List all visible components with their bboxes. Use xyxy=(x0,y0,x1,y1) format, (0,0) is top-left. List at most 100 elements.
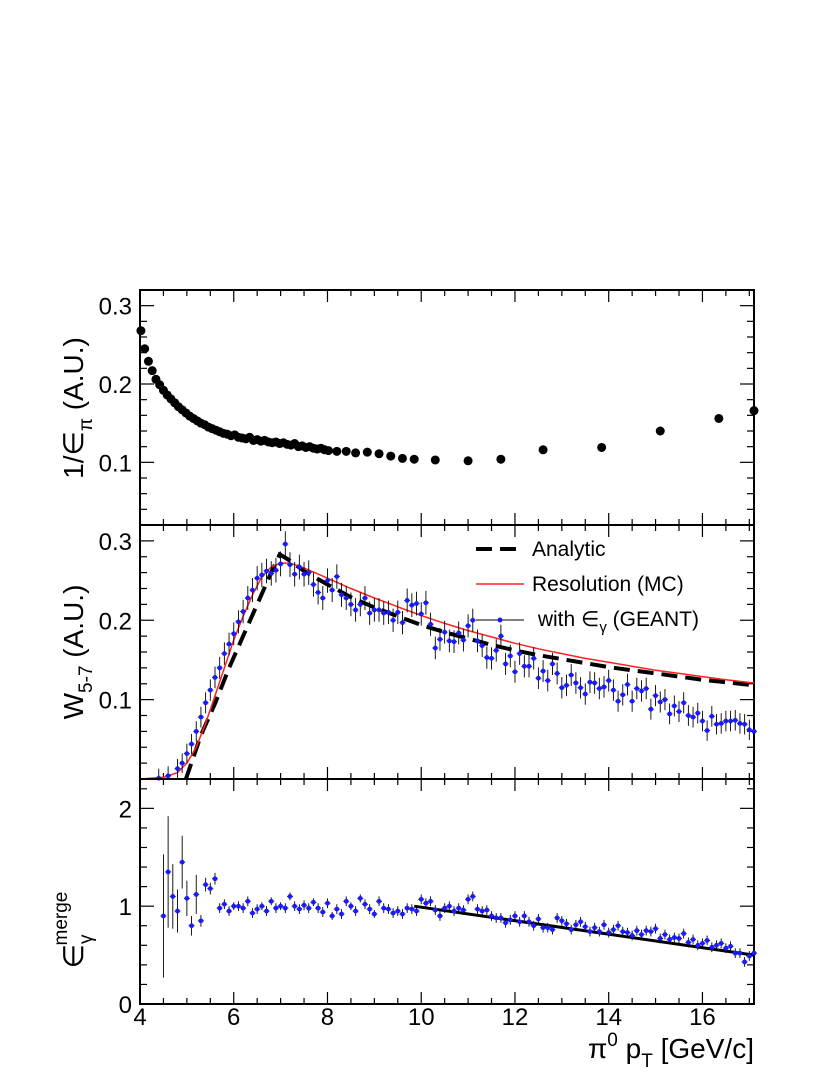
legend-geant-post: (GEANT) xyxy=(607,608,699,631)
bottom-ylabel-sub: γ xyxy=(76,934,97,944)
bottom-series-1-point xyxy=(465,896,471,902)
middle-series-2-point xyxy=(212,675,218,680)
middle-series-2-point xyxy=(700,718,705,724)
middle-series-2-point xyxy=(404,598,410,603)
x-axis-title: π0 pT [GeV/c] xyxy=(588,1030,754,1072)
middle-series-2-point xyxy=(545,678,551,683)
bottom-series-1-point xyxy=(386,906,391,912)
middle-series-1-line xyxy=(139,562,755,780)
middle-series-2-point xyxy=(550,661,555,667)
middle-series-2-point xyxy=(264,568,269,574)
bottom-series-1-point xyxy=(681,931,687,936)
bottom-series-1-point xyxy=(601,922,607,928)
middle-series-2-point xyxy=(512,669,518,675)
middle-series-2-point xyxy=(639,688,644,694)
bottom-series-1-point xyxy=(264,908,269,914)
bottom-y-tick-label: 2 xyxy=(119,796,132,823)
middle-series-2-point xyxy=(493,648,499,653)
middle-series-2-point xyxy=(325,578,330,583)
bottom-series-1-point xyxy=(742,959,748,965)
middle-series-2-point xyxy=(217,665,223,671)
middle-series-2-point xyxy=(578,685,583,691)
bottom-series-1-point xyxy=(596,929,602,935)
top-series-0-point xyxy=(749,406,759,416)
bottom-series-1-point xyxy=(226,908,232,914)
middle-series-2-point xyxy=(606,678,612,683)
middle-series-2-point xyxy=(376,607,382,613)
x-tick-label: 8 xyxy=(321,1004,334,1031)
middle-series-2-point xyxy=(320,595,326,601)
middle-series-2-point xyxy=(667,711,673,717)
middle-series-2-point xyxy=(381,610,387,616)
bottom-series-1-point xyxy=(512,913,518,919)
middle-series-2-point xyxy=(446,638,452,644)
bottom-series-1-point xyxy=(343,898,349,904)
bottom-series-1-point xyxy=(545,925,551,931)
middle-series-2-point xyxy=(226,641,232,647)
middle-series-2-point xyxy=(531,655,537,661)
bottom-series-0-line xyxy=(413,904,755,957)
xlabel-main: π xyxy=(588,1033,607,1064)
middle-series-2-point xyxy=(268,571,274,576)
bottom-series-1-point xyxy=(625,930,630,935)
bottom-series-1-point xyxy=(653,926,658,932)
middle-series-2-point xyxy=(728,718,733,724)
bottom-series-1-point xyxy=(587,929,593,935)
middle-series-2-point xyxy=(662,697,668,703)
bottom-series-1-point xyxy=(610,927,616,933)
top-series-0-point xyxy=(351,448,361,458)
middle-series-2-point xyxy=(282,541,288,547)
x-tick-label: 16 xyxy=(689,1004,716,1031)
bottom-series-1-point xyxy=(540,925,546,931)
xlabel-tail: [GeV/c] xyxy=(653,1033,754,1064)
middle-series-2-point xyxy=(175,766,180,772)
bottom-series-1-point xyxy=(639,932,644,937)
top-series-0-point xyxy=(140,344,150,354)
top-series-0-point xyxy=(147,366,157,376)
middle-series-2-point xyxy=(634,686,640,691)
middle-series-2-point xyxy=(737,721,743,726)
bottom-series-1-point xyxy=(390,910,396,916)
middle-ylabel-sub: 5-7 xyxy=(76,665,97,692)
middle-series-2-point xyxy=(348,601,354,607)
middle-series-2-point xyxy=(653,693,658,699)
bottom-series-1-point xyxy=(671,935,677,940)
middle-series-2-point xyxy=(620,692,626,698)
bottom-series-1-point xyxy=(231,903,237,909)
middle-series-2-point xyxy=(723,718,729,724)
xlabel-sub: T xyxy=(641,1051,653,1072)
bottom-frame xyxy=(139,778,755,1005)
middle-y-axis-title: W5-7 (A.U.) xyxy=(58,585,97,720)
bottom-series-1-point xyxy=(676,936,682,941)
legend-geant-label: with ∈γ (GEANT) xyxy=(532,608,699,636)
middle-series-2-point xyxy=(709,713,715,719)
bottom-series-1-point xyxy=(282,905,288,911)
top-series-0-point xyxy=(714,413,724,423)
bottom-series-1-point xyxy=(479,908,485,914)
top-y-tick-label: 0.3 xyxy=(99,294,132,321)
bottom-series-1-point xyxy=(451,908,457,914)
bottom-series-1-point xyxy=(400,911,405,917)
bottom-series-1-point xyxy=(559,918,565,924)
middle-series-2-point xyxy=(400,620,405,626)
bottom-series-1-point xyxy=(643,928,649,934)
middle-series-2-point xyxy=(643,686,649,691)
bottom-series-1-point xyxy=(521,913,527,919)
middle-series-2-point xyxy=(409,602,415,608)
bottom-series-1-point xyxy=(662,932,668,937)
bottom-series-1-point xyxy=(732,950,738,956)
middle-series-2-point xyxy=(207,687,213,693)
bottom-series-1-point xyxy=(573,922,579,928)
middle-series-2-point xyxy=(517,651,523,656)
bottom-series-1-point xyxy=(287,893,293,899)
middle-ylabel-tail: (A.U.) xyxy=(58,585,89,666)
middle-series-2-point xyxy=(489,655,494,661)
legend-geant-swatch-marker xyxy=(497,617,503,623)
bottom-series-1-point xyxy=(493,915,499,921)
middle-series-2-point xyxy=(554,671,560,676)
middle-series-2-point xyxy=(456,630,462,636)
bottom-series-1-point xyxy=(446,903,452,909)
bottom-series-1-point xyxy=(278,903,284,909)
bottom-series-1-point xyxy=(442,905,448,911)
